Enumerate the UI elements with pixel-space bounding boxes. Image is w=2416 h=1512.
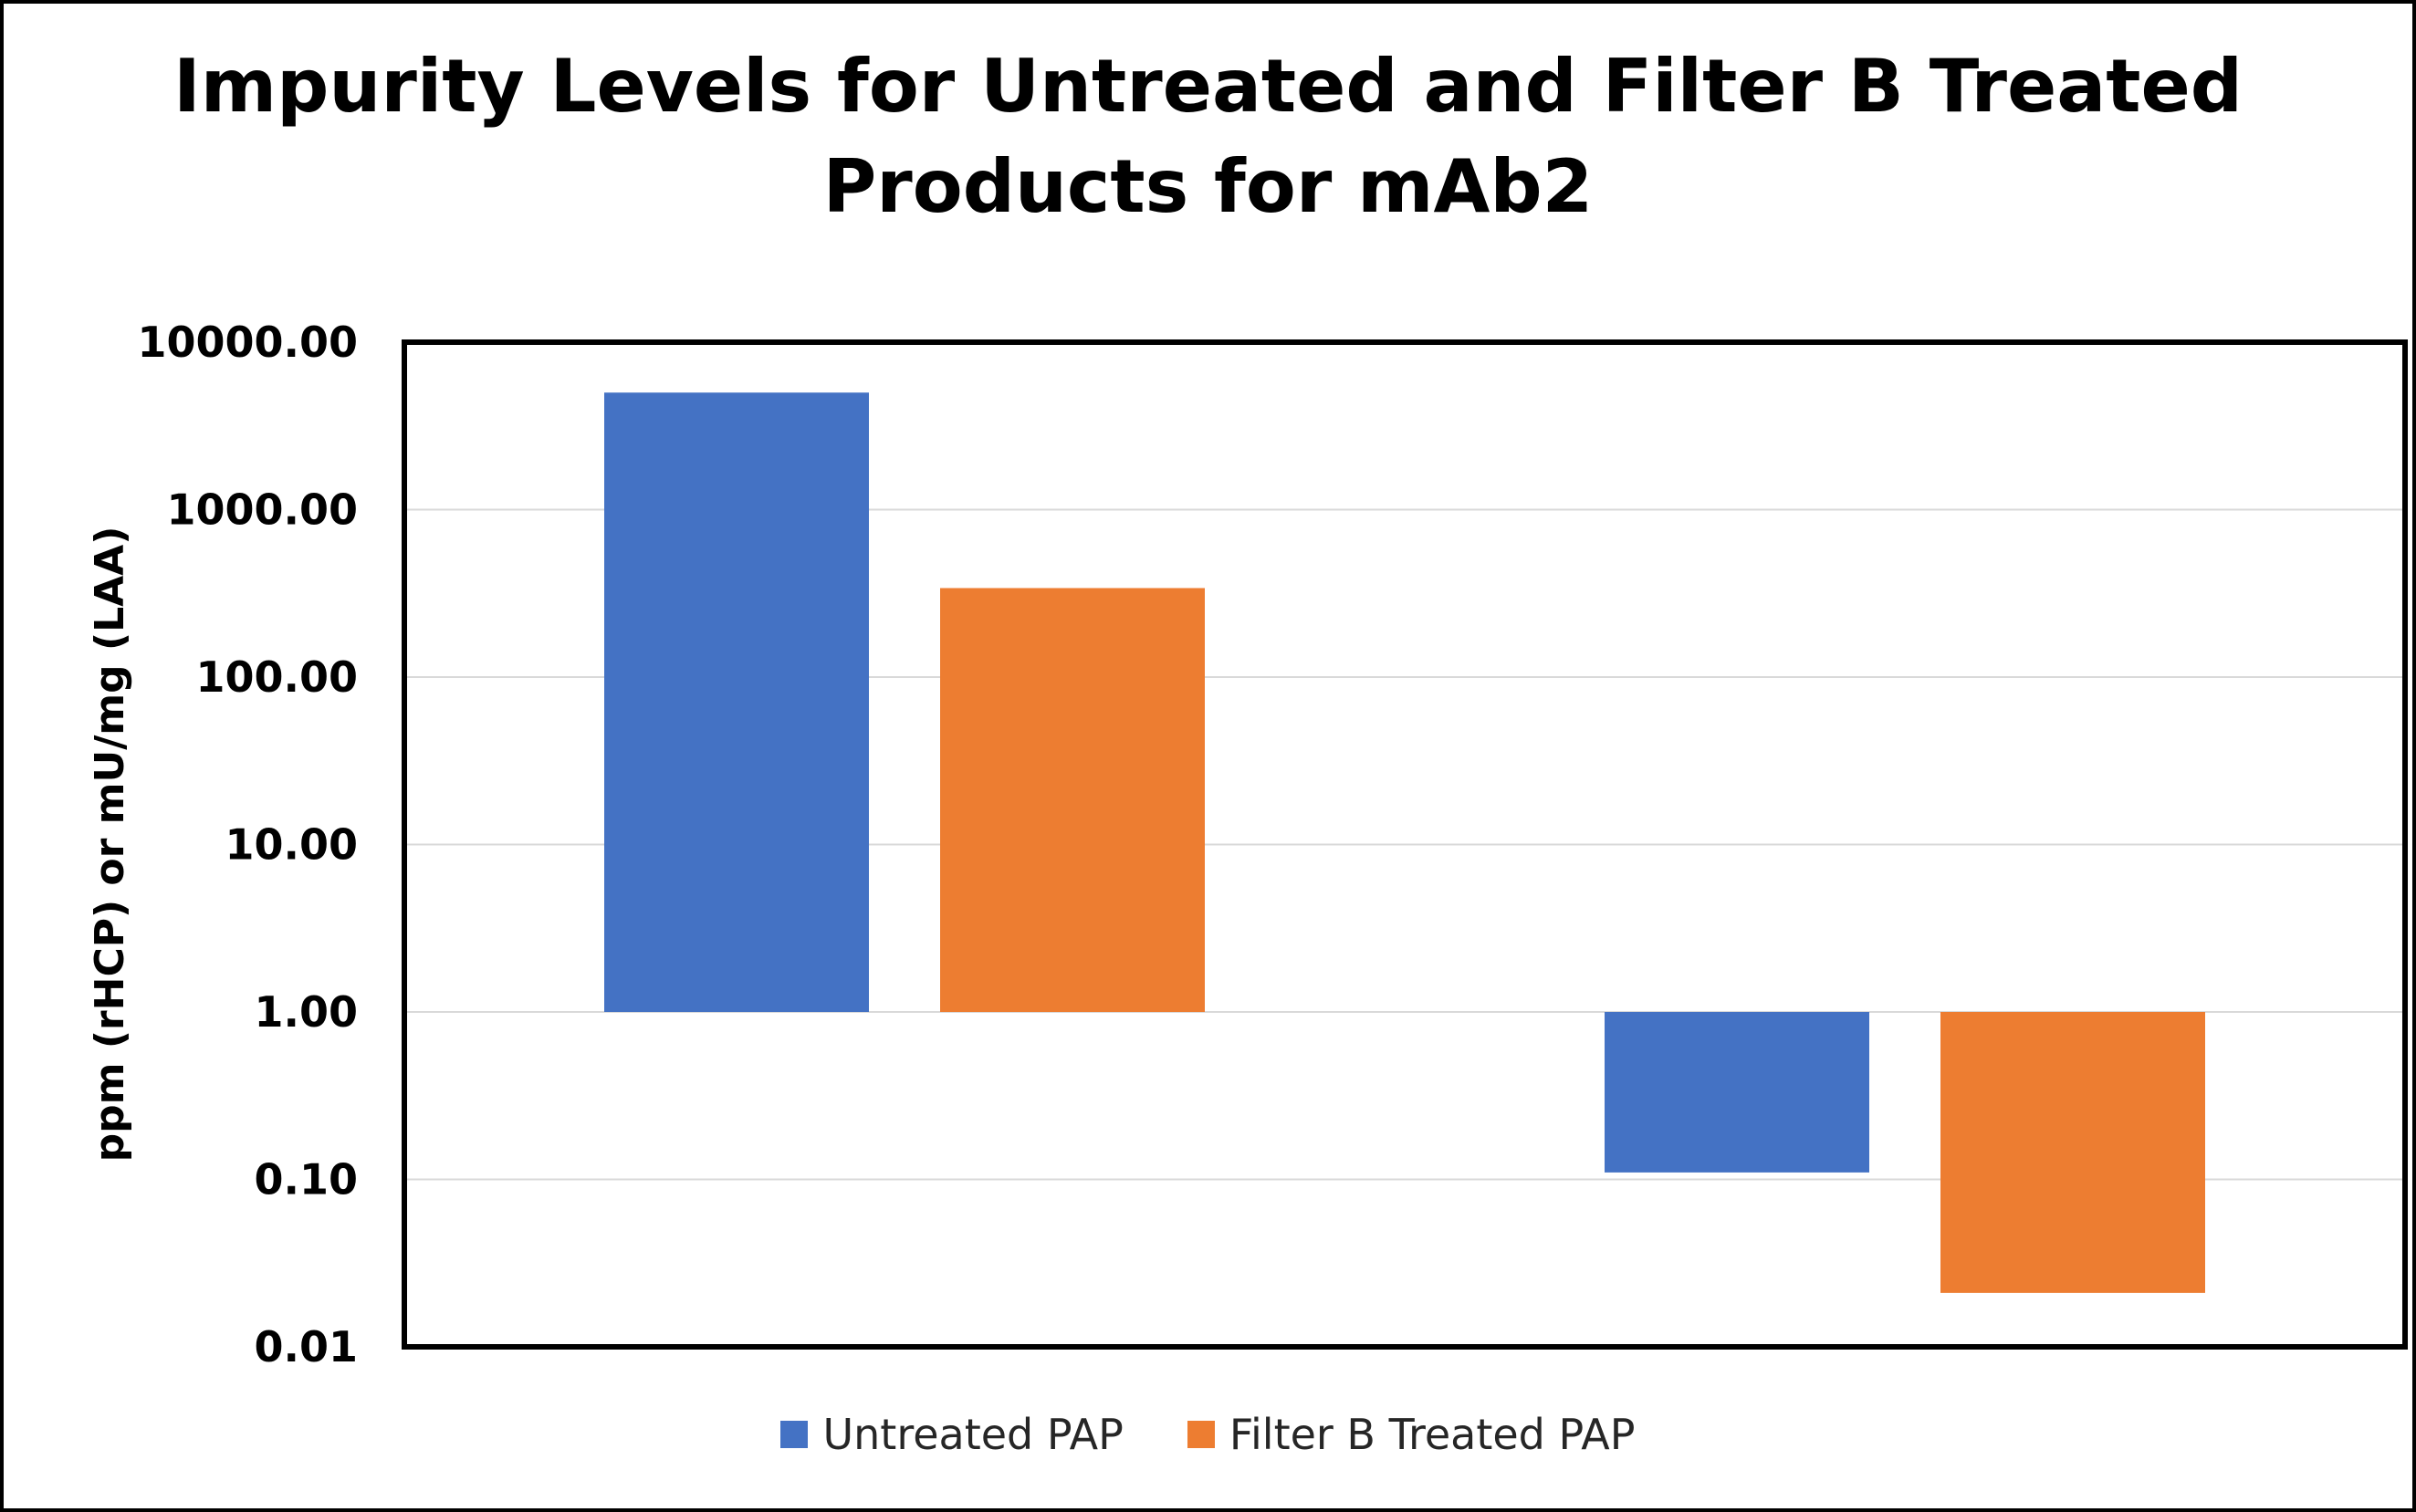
bar-filter-b-1 [940,588,1205,1012]
y-tick-label: 100.00 [195,652,358,702]
y-tick-label: 1000.00 [166,485,358,535]
y-axis-ticks: 10000.00 1000.00 100.00 10.00 1.00 0.10 0.01 [137,318,358,1371]
chart-title-line-1: Impurity Levels for Untreated and Filter… [173,44,2243,129]
bar-filter-b-2 [1940,1012,2205,1293]
plot-area-border [402,339,2408,1350]
legend-swatch-filter-b [1187,1421,1215,1448]
bars [604,392,2205,1293]
legend-item-filter-b: Filter B Treated PAP [1187,1410,1636,1459]
y-tick-label: 0.10 [255,1155,359,1204]
legend-label-untreated: Untreated PAP [822,1410,1124,1459]
chart-title: Impurity Levels for Untreated and Filter… [0,36,2416,237]
legend-item-untreated: Untreated PAP [780,1410,1124,1459]
chart-title-line-2: Products for mAb2 [822,144,1594,229]
y-tick-label: 10.00 [225,820,358,870]
y-tick-label: 10000.00 [137,318,358,367]
y-axis-label: ppm (rHCP) or mU/mg (LAA) [87,527,133,1163]
legend-label-filter-b: Filter B Treated PAP [1229,1410,1636,1459]
legend-swatch-untreated [780,1421,809,1448]
y-tick-label: 1.00 [255,987,359,1037]
bar-untreated-2 [1605,1012,1869,1173]
legend: Untreated PAP Filter B Treated PAP [0,1410,2416,1459]
y-tick-label: 0.01 [255,1322,359,1371]
bar-untreated-1 [604,392,869,1012]
